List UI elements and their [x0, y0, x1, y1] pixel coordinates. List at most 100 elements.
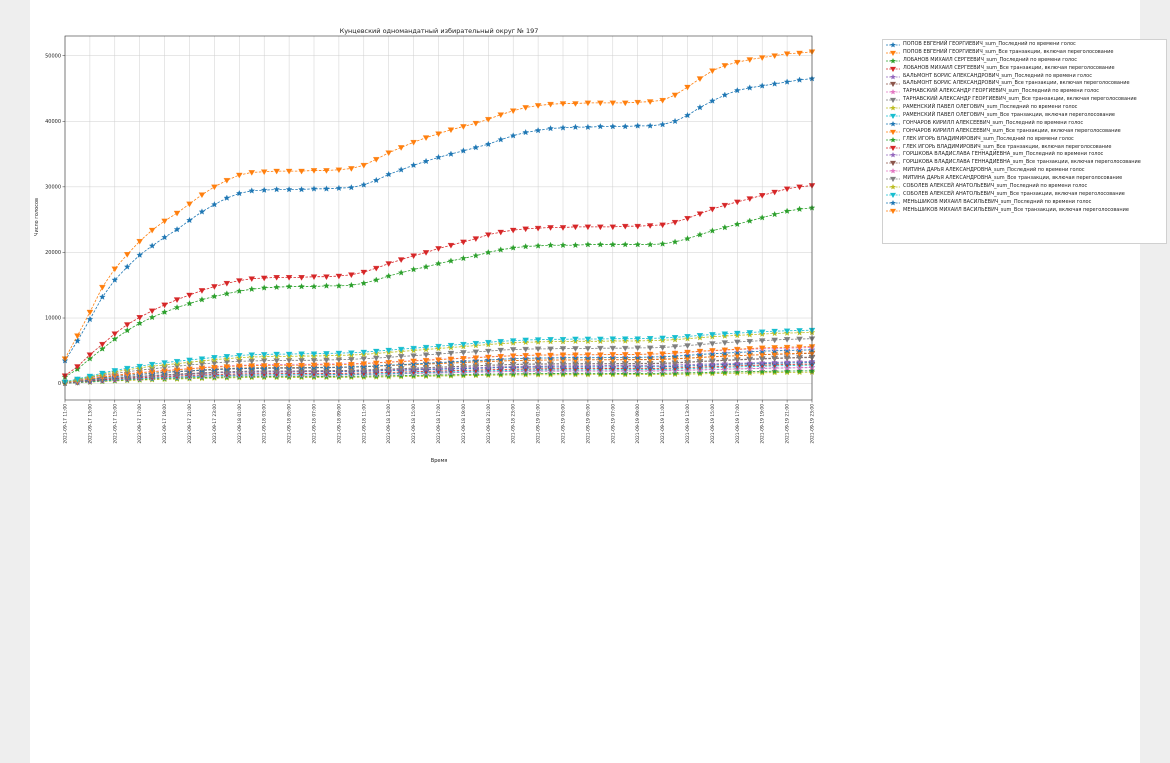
data-point	[684, 216, 691, 222]
data-point	[360, 279, 368, 286]
data-point	[410, 266, 417, 273]
data-point	[323, 357, 330, 364]
data-point	[534, 370, 542, 377]
data-point	[721, 202, 729, 209]
data-point	[584, 346, 592, 352]
legend-item: ТАРНАВСКИЙ АЛЕКСАНДР ГЕОРГИЕВИЧ_sum_Все …	[886, 96, 1166, 104]
data-point	[460, 147, 467, 154]
data-point	[161, 302, 168, 309]
data-point	[435, 131, 442, 138]
legend-item: ГОНЧАРОВ КИРИЛЛ АЛЕКСЕЕВИЧ_sum_Все транз…	[886, 128, 1166, 136]
data-point	[410, 253, 417, 260]
data-point	[447, 257, 455, 264]
data-point	[634, 345, 641, 352]
data-point	[509, 353, 517, 360]
legend-item: БАЛЬМОНТ БОРИС АЛЕКСАНДРОВИЧ_sum_Все тра…	[886, 80, 1166, 88]
legend-item: РАМЕНСКИЙ ПАВЕЛ ОЛЕГОВИЧ_sum_Последний п…	[886, 104, 1166, 112]
data-point	[323, 274, 330, 280]
data-point	[186, 300, 193, 307]
legend-item: ГЛЕК ИГОРЬ ВЛАДИМИРОВИЧ_sum_Все транзакц…	[886, 144, 1166, 152]
data-point	[111, 331, 119, 338]
data-point	[659, 345, 666, 351]
data-point	[684, 235, 691, 242]
data-point	[696, 211, 704, 218]
data-point	[621, 336, 629, 342]
data-point	[285, 186, 293, 193]
series-0	[61, 75, 816, 364]
data-point	[746, 196, 754, 202]
data-point	[509, 108, 517, 115]
data-point	[373, 176, 380, 184]
data-point	[783, 51, 791, 58]
x-tick-label: 2021-09-18 05:00	[287, 404, 293, 444]
data-point	[211, 292, 218, 300]
legend-label: ГОРШКОВА ВЛАДИСЛАВА ГЕННАДИЕВНА_sum_Посл…	[903, 151, 1104, 158]
data-point	[559, 346, 567, 352]
data-point	[771, 345, 778, 351]
data-point	[86, 352, 94, 359]
series-2	[61, 204, 816, 380]
data-point	[385, 150, 392, 157]
data-point	[124, 263, 131, 270]
data-point	[472, 341, 480, 347]
x-tick-label: 2021-09-19 13:00	[685, 404, 691, 444]
data-point	[597, 224, 604, 231]
star-marker-icon	[886, 89, 900, 95]
data-point	[584, 100, 592, 107]
data-point	[435, 357, 442, 363]
x-tick-label: 2021-09-19 23:00	[810, 404, 816, 444]
data-point	[659, 98, 666, 104]
data-point	[559, 370, 567, 377]
data-point	[746, 217, 753, 224]
data-point	[485, 117, 492, 123]
data-point	[223, 290, 231, 297]
x-tick-label: 2021-09-19 17:00	[735, 404, 741, 444]
data-point	[646, 99, 654, 105]
data-point	[734, 368, 741, 375]
data-point	[123, 365, 131, 372]
data-point	[734, 59, 741, 66]
data-point	[572, 346, 579, 352]
x-tick-label: 2021-09-17 21:00	[187, 404, 193, 444]
data-point	[659, 121, 666, 128]
data-point	[86, 309, 94, 316]
data-point	[472, 252, 480, 259]
x-axis-label: Время	[431, 458, 447, 464]
data-point	[435, 343, 442, 350]
data-point	[497, 339, 505, 345]
data-point	[298, 283, 305, 290]
star-marker-icon	[886, 183, 900, 190]
data-point	[559, 124, 567, 131]
data-point	[659, 240, 666, 247]
triangle-marker-icon	[886, 208, 900, 214]
data-point	[584, 224, 592, 231]
data-point	[734, 346, 741, 353]
data-point	[696, 333, 704, 339]
data-point	[771, 358, 778, 366]
x-tick-label: 2021-09-19 19:00	[760, 404, 766, 444]
data-point	[709, 368, 716, 376]
data-point	[746, 330, 754, 336]
x-tick-label: 2021-09-17 23:00	[212, 404, 218, 444]
data-point	[186, 216, 193, 224]
data-point	[298, 186, 305, 193]
data-point	[99, 293, 106, 300]
data-point	[298, 275, 305, 281]
data-point	[472, 349, 480, 356]
data-point	[260, 284, 268, 291]
data-point	[472, 236, 480, 242]
star-marker-icon	[886, 152, 900, 158]
data-point	[435, 260, 442, 267]
data-point	[422, 250, 430, 256]
data-point	[497, 229, 505, 236]
data-point	[721, 63, 729, 69]
star-marker-icon	[886, 120, 900, 127]
data-point	[360, 181, 368, 188]
data-point	[248, 170, 256, 176]
data-point	[547, 370, 554, 377]
data-point	[783, 78, 791, 85]
data-point	[186, 201, 193, 208]
y-tick-label: 50000	[45, 53, 61, 59]
data-point	[559, 225, 567, 231]
x-tick-label: 2021-09-19 15:00	[710, 404, 716, 444]
